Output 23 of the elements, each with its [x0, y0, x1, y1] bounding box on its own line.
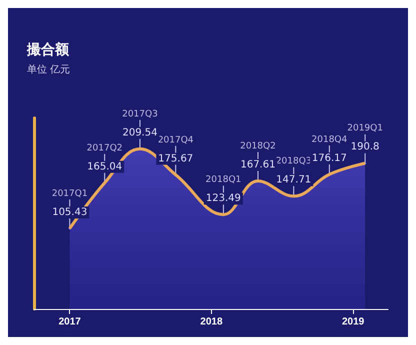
data-label: 147.71 [276, 174, 312, 186]
data-label: 165.04 [87, 161, 122, 172]
annotation: 2018Q4 [312, 134, 348, 145]
annotation: 2018Q2 [240, 141, 276, 152]
annotation: 2017Q2 [86, 143, 123, 154]
annotation: 2018Q1 [206, 175, 242, 186]
annotation: 2017Q1 [52, 188, 88, 199]
chart-title: 撮合额 [26, 41, 70, 58]
data-label: 123.49 [206, 193, 241, 204]
x-tick-label: 2018 [200, 316, 223, 328]
x-tick-label: 2019 [342, 316, 365, 328]
data-label: 176.17 [312, 152, 347, 164]
annotation: 2018Q3 [276, 156, 312, 167]
chart-subtitle: 单位 亿元 [27, 64, 70, 76]
annotation: 2017Q4 [158, 135, 194, 146]
data-label: 209.54 [122, 127, 158, 138]
data-label: 175.67 [158, 153, 194, 164]
x-tick-label: 2017 [58, 316, 82, 328]
data-label: 190.8 [350, 142, 380, 153]
annotation: 2019Q1 [347, 124, 383, 134]
data-label: 105.43 [52, 206, 88, 218]
annotation: 2017Q3 [122, 109, 158, 120]
data-label: 167.61 [240, 159, 276, 170]
